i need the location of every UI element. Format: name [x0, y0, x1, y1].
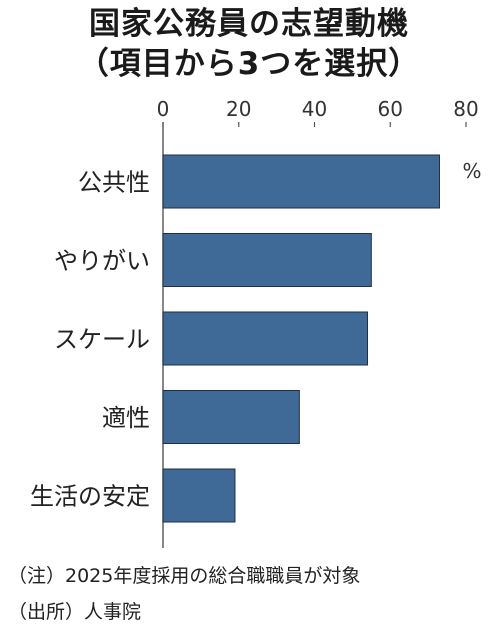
category-label: 適性: [102, 404, 150, 432]
x-tick-label: 60: [378, 97, 403, 121]
bar: [162, 390, 300, 444]
category-label: 公共性: [78, 169, 150, 197]
footnote: （注）2025年度採用の総合職職員が対象: [8, 565, 361, 587]
category-label: スケール: [54, 326, 150, 354]
unit-label: %: [462, 159, 481, 183]
source-note: （出所）人事院: [8, 601, 142, 623]
bar: [162, 468, 236, 523]
x-tick-label: 80: [453, 97, 478, 121]
bar: [162, 154, 440, 209]
bar: [162, 233, 372, 287]
category-label: やりがい: [54, 247, 150, 275]
chart-title-line-2: （項目から3つを選択）: [77, 46, 421, 82]
x-tick-label: 20: [226, 97, 251, 121]
x-tick-label: 40: [302, 97, 327, 121]
bar: [162, 311, 369, 366]
x-tick-label: 0: [157, 97, 170, 121]
category-label: 生活の安定: [30, 483, 150, 511]
chart-title-line-1: 国家公務員の志望動機: [89, 6, 409, 42]
